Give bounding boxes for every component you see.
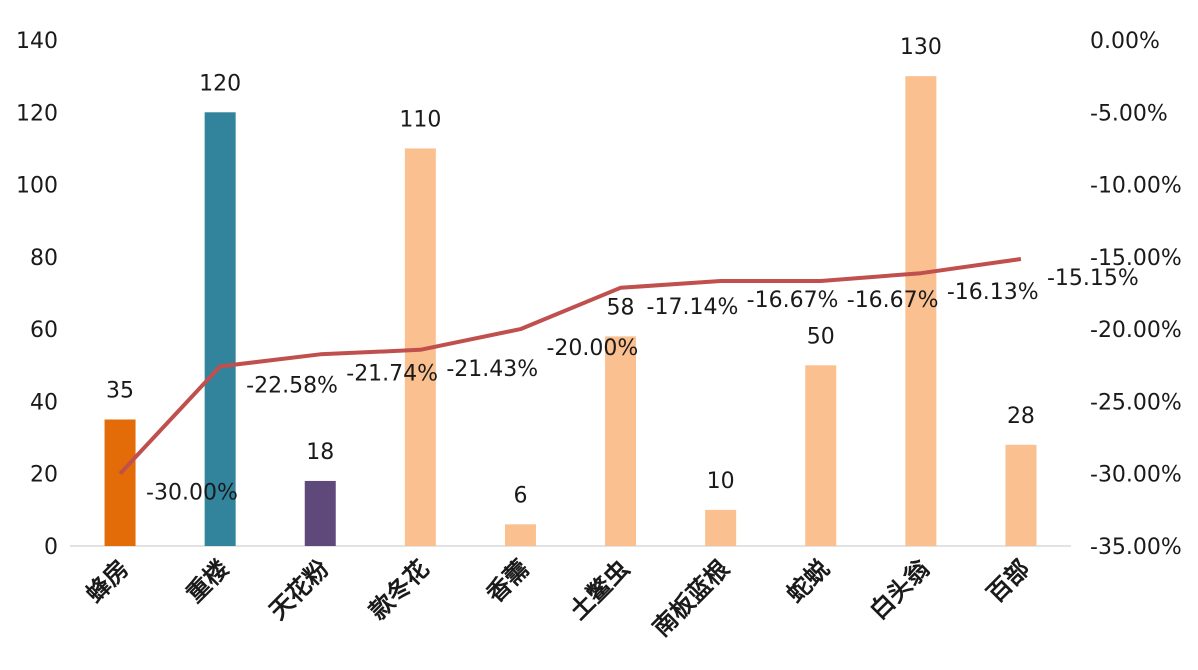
right-tick-label: -30.00% xyxy=(1090,463,1182,488)
bar-data-label: 130 xyxy=(900,35,942,60)
line-data-labels: -30.00% -22.58% -21.74% -21.43% -20.00% -17.1… xyxy=(146,266,1139,506)
bar xyxy=(104,419,136,546)
category-label: 香薷 xyxy=(481,554,535,608)
right-tick-label: -25.00% xyxy=(1090,390,1182,415)
bar-data-label: 110 xyxy=(399,107,441,132)
line-data-label: -17.14% xyxy=(647,295,739,320)
line-data-label: -30.00% xyxy=(146,481,238,506)
category-label: 白头翁 xyxy=(864,554,935,625)
category-label: 蛇蜕 xyxy=(781,554,835,608)
right-tick-label: -15.00% xyxy=(1090,246,1182,271)
left-tick-label: 60 xyxy=(30,318,58,343)
bar-data-label: 120 xyxy=(199,71,241,96)
bar xyxy=(705,509,737,546)
right-tick-label: -5.00% xyxy=(1090,101,1168,126)
bar-data-label: 28 xyxy=(1007,404,1035,429)
category-label: 天花粉 xyxy=(264,554,335,625)
bar-data-labels: 35 120 18 110 6 58 10 50 130 28 xyxy=(106,35,1035,508)
bar xyxy=(504,524,536,546)
left-tick-label: 0 xyxy=(44,535,58,560)
line-data-label: -22.58% xyxy=(246,373,338,398)
line-data-label: -21.74% xyxy=(346,361,438,386)
bar xyxy=(605,336,637,546)
left-tick-label: 140 xyxy=(16,29,58,54)
line-data-label: -16.13% xyxy=(947,280,1039,305)
bar-data-label: 50 xyxy=(807,324,835,349)
line-data-label: -21.43% xyxy=(446,357,538,382)
bar xyxy=(204,112,236,547)
category-label: 重楼 xyxy=(181,554,235,608)
bar xyxy=(905,76,937,547)
category-label: 百部 xyxy=(981,554,1035,608)
category-label: 蜂房 xyxy=(81,554,135,608)
left-axis-ticks: 0 20 40 60 80 100 120 140 xyxy=(16,29,58,560)
pct-line xyxy=(118,257,1022,476)
line-data-label: -16.67% xyxy=(847,288,939,313)
line-data-label: -20.00% xyxy=(546,336,638,361)
category-axis-labels: 蜂房 重楼 天花粉 款冬花 香薷 土鳖虫 南板蓝根 蛇蜕 白头翁 百部 xyxy=(81,554,1036,642)
category-label: 款冬花 xyxy=(364,554,435,625)
right-tick-label: 0.00% xyxy=(1090,29,1160,54)
bar-data-label: 6 xyxy=(513,483,527,508)
category-label: 土鳖虫 xyxy=(564,554,635,625)
left-tick-label: 80 xyxy=(30,246,58,271)
left-tick-label: 20 xyxy=(30,463,58,488)
bar xyxy=(304,480,336,546)
bar-data-label: 18 xyxy=(306,440,334,465)
right-axis-ticks: 0.00% -5.00% -10.00% -15.00% -20.00% -25.00% -… xyxy=(1090,29,1182,560)
right-tick-label: -10.00% xyxy=(1090,174,1182,199)
left-tick-label: 100 xyxy=(16,174,58,199)
left-tick-label: 120 xyxy=(16,101,58,126)
bar-data-label: 35 xyxy=(106,379,134,404)
bar-data-label: 10 xyxy=(707,469,735,494)
bar xyxy=(1005,444,1037,546)
bar xyxy=(805,365,837,546)
category-label: 南板蓝根 xyxy=(647,554,735,642)
line-data-label: -15.15% xyxy=(1047,266,1139,291)
left-tick-label: 40 xyxy=(30,390,58,415)
line-data-label: -16.67% xyxy=(747,288,839,313)
right-tick-label: -35.00% xyxy=(1090,535,1182,560)
right-tick-label: -20.00% xyxy=(1090,318,1182,343)
bar-data-label: 58 xyxy=(607,295,635,320)
